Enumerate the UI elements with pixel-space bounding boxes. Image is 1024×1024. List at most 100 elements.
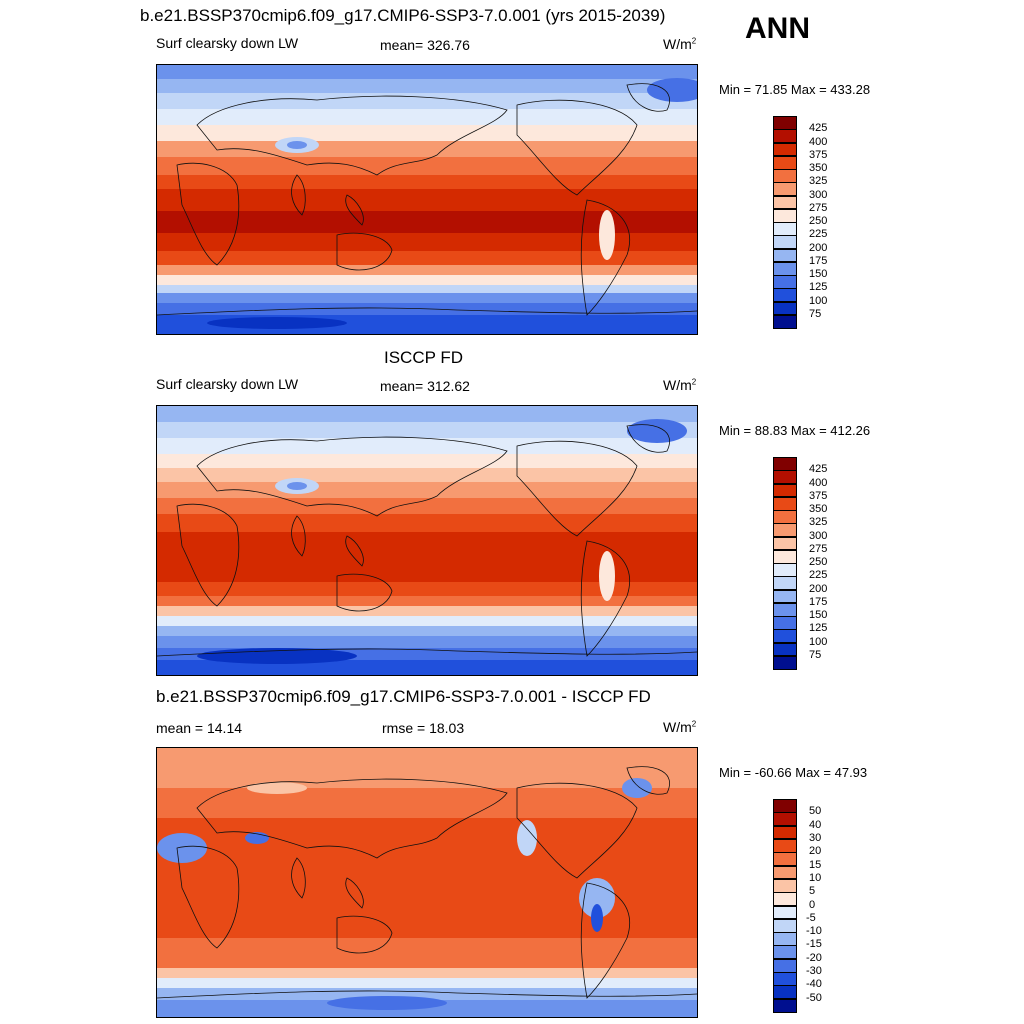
colorbar1-tick-label: 75 (809, 307, 822, 320)
colorbar2-tick-label: 300 (809, 529, 828, 542)
colorbar-swatch (773, 301, 797, 316)
colorbar3-tick-label: 20 (809, 845, 822, 858)
colorbar-swatch (773, 589, 797, 604)
colorbar3-tick-label: -5 (806, 911, 816, 924)
colorbar3-tick-label: -20 (806, 951, 822, 964)
panel2-units: W/m2 (663, 377, 697, 393)
colorbar2-tick-label: 150 (809, 609, 828, 621)
colorbar2-tick-label: 275 (809, 542, 828, 555)
panel2-map (156, 405, 698, 676)
colorbar2-tick-label: 100 (809, 635, 828, 648)
colorbar-swatch (773, 129, 797, 143)
figure-title: b.e21.BSSP370cmip6.f09_g17.CMIP6-SSP3-7.… (140, 6, 666, 25)
colorbar-swatch (773, 958, 797, 973)
colorbar-swatch (773, 549, 797, 564)
colorbar1-tick-label: 425 (809, 122, 828, 135)
colorbar-swatch (773, 865, 797, 880)
colorbar3-tick-label: 40 (809, 818, 822, 831)
colorbar1-tick-label: 325 (809, 175, 828, 188)
colorbar2-tick-label: 250 (809, 556, 828, 568)
panel1-map (156, 64, 698, 335)
colorbar-swatch (773, 248, 797, 263)
colorbar2-tick-label: 175 (809, 595, 828, 608)
colorbar-swatch (773, 142, 797, 157)
colorbar-swatch (773, 483, 797, 498)
panel1-minmax: Min = 71.85 Max = 433.28 (719, 82, 871, 97)
colorbar3-tick-label: -10 (806, 925, 822, 938)
colorbar-swatch (773, 169, 797, 183)
colorbar-swatch (773, 288, 797, 302)
panel2-title: ISCCP FD (384, 348, 464, 367)
colorbar-swatch (773, 457, 797, 471)
colorbar3-tick-label: -50 (806, 991, 822, 1004)
colorbar-swatch (773, 314, 797, 329)
panel2-minmax: Min = 88.83 Max = 412.26 (719, 423, 871, 438)
colorbar1-tick-label: 175 (809, 254, 828, 267)
colorbar-swatch (773, 838, 797, 853)
colorbar-swatch (773, 563, 797, 577)
colorbar-swatch (773, 642, 797, 657)
colorbar-swatch (773, 799, 797, 813)
colorbar-swatch (773, 616, 797, 630)
colorbar3-tick-label: 30 (809, 831, 822, 844)
colorbar-swatch (773, 195, 797, 210)
colorbar-swatch (773, 985, 797, 1000)
colorbar1-tick-label: 400 (809, 135, 828, 148)
season-label: ANN (745, 12, 810, 45)
colorbar3-tick-label: -30 (806, 965, 822, 978)
colorbar2-tick-label: 225 (809, 569, 828, 582)
panel3-mean-label: mean = 14.14 (156, 720, 243, 736)
colorbar-swatch (773, 878, 797, 893)
colorbar-swatch (773, 155, 797, 170)
colorbar3-tick-label: 15 (809, 858, 822, 871)
colorbar-swatch (773, 536, 797, 551)
panel1-units: W/m2 (663, 36, 697, 52)
colorbar-swatch (773, 222, 797, 236)
colorbar-swatch (773, 945, 797, 960)
colorbar2-tick-label: 75 (809, 648, 822, 661)
colorbar3-tick-label: -40 (806, 978, 822, 991)
colorbar2-tick-label: 400 (809, 476, 828, 489)
colorbar-swatch (773, 629, 797, 643)
colorbar-swatch (773, 998, 797, 1013)
colorbar-swatch (773, 496, 797, 511)
colorbar-swatch (773, 510, 797, 524)
panel3-rmse-label: rmse = 18.03 (382, 720, 465, 736)
colorbar-swatch (773, 235, 797, 249)
colorbar1-tick-label: 150 (809, 268, 828, 280)
panel3-title: b.e21.BSSP370cmip6.f09_g17.CMIP6-SSP3-7.… (156, 687, 651, 706)
colorbar3-tick-label: 5 (809, 885, 816, 898)
colorbar2-tick-label: 325 (809, 516, 828, 529)
colorbar2-tick-label: 125 (809, 622, 828, 635)
colorbar-swatch (773, 470, 797, 484)
colorbar-swatch (773, 655, 797, 670)
colorbar3-tick-label: 10 (809, 871, 822, 884)
colorbar3-tick-label: -15 (806, 938, 822, 951)
colorbar1-tick-label: 125 (809, 281, 828, 294)
colorbar-swatch (773, 892, 797, 906)
panel3-colorbar (773, 799, 797, 1013)
panel1-colorbar (773, 116, 797, 329)
colorbar-swatch (773, 972, 797, 986)
colorbar3-tick-label: 50 (809, 805, 822, 818)
colorbar3-tick-label: 0 (809, 898, 816, 911)
colorbar-swatch (773, 918, 797, 933)
colorbar1-tick-label: 100 (809, 294, 828, 307)
colorbar-swatch (773, 208, 797, 223)
colorbar-swatch (773, 905, 797, 920)
colorbar-swatch (773, 576, 797, 590)
colorbar-swatch (773, 116, 797, 130)
panel3-units: W/m2 (663, 719, 697, 735)
colorbar1-tick-label: 200 (809, 241, 828, 254)
colorbar-swatch (773, 261, 797, 276)
colorbar1-tick-label: 250 (809, 215, 828, 227)
colorbar1-tick-label: 275 (809, 201, 828, 214)
panel2-mean-label: mean= 312.62 (380, 378, 470, 394)
colorbar1-tick-label: 375 (809, 148, 828, 161)
colorbar-swatch (773, 812, 797, 827)
colorbar-swatch (773, 523, 797, 537)
colorbar1-tick-label: 300 (809, 188, 828, 201)
panel2-variable-label: Surf clearsky down LW (156, 376, 299, 392)
colorbar-swatch (773, 182, 797, 196)
colorbar2-tick-label: 200 (809, 582, 828, 595)
